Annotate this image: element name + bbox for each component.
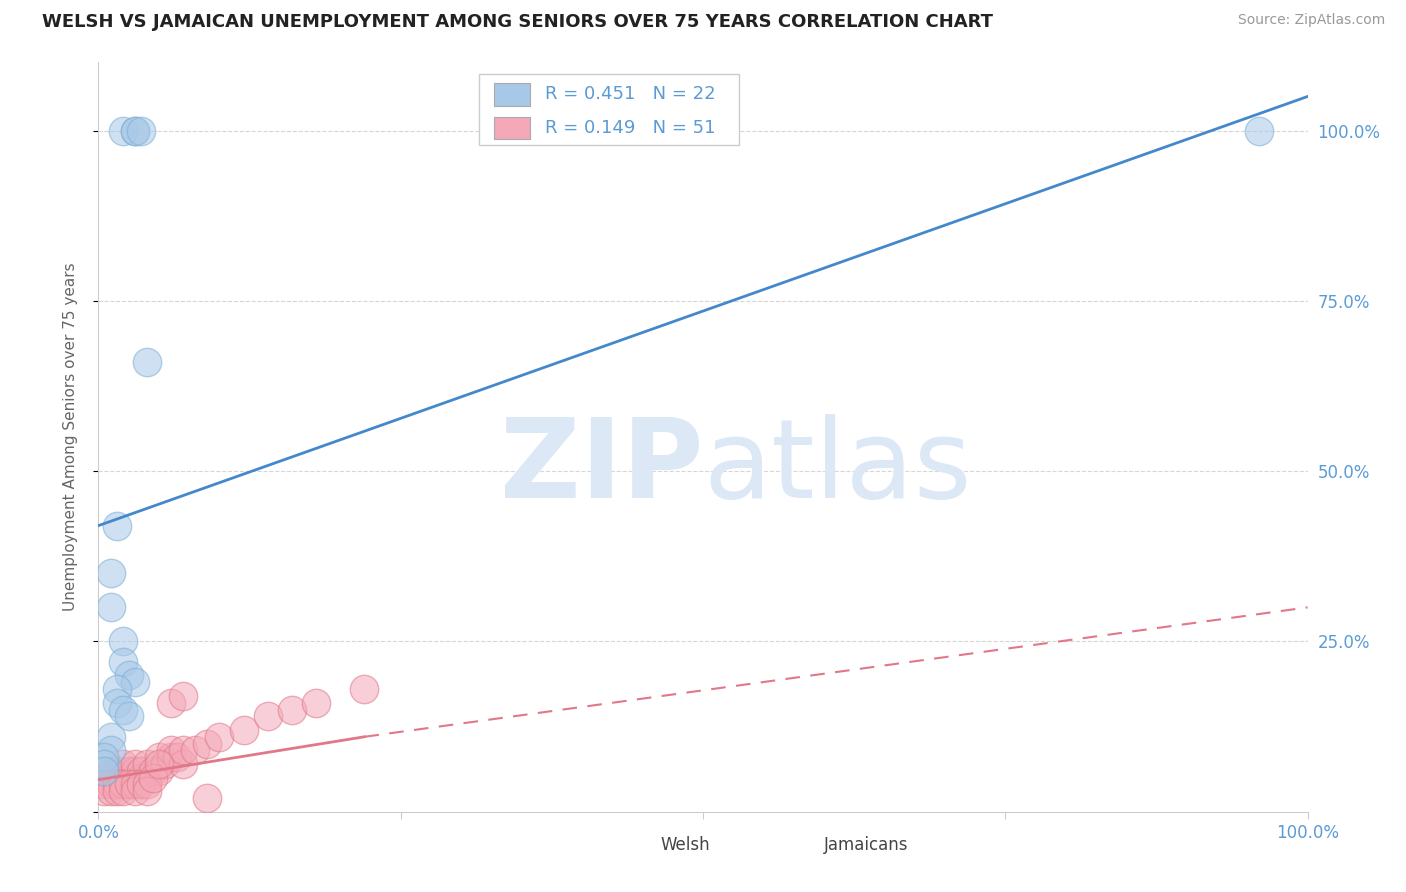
Point xyxy=(124,123,146,137)
Point xyxy=(135,355,157,369)
Point xyxy=(208,730,231,744)
Point xyxy=(166,750,188,764)
Point xyxy=(111,123,134,137)
Point xyxy=(160,696,183,710)
Text: R = 0.149   N = 51: R = 0.149 N = 51 xyxy=(544,119,716,137)
Point xyxy=(93,771,115,785)
Point xyxy=(305,696,328,710)
Point xyxy=(129,123,152,137)
Point xyxy=(105,784,128,798)
Point xyxy=(111,757,134,772)
Point xyxy=(111,784,134,798)
Text: ZIP: ZIP xyxy=(499,414,703,521)
Point xyxy=(256,709,278,723)
Text: Welsh: Welsh xyxy=(661,836,710,854)
Point xyxy=(93,757,115,772)
Point xyxy=(129,771,152,785)
Point xyxy=(100,743,122,757)
Point xyxy=(124,764,146,778)
Text: R = 0.451   N = 22: R = 0.451 N = 22 xyxy=(544,86,716,103)
Point xyxy=(172,689,194,703)
Point xyxy=(118,771,141,785)
Bar xyxy=(494,83,530,106)
Point xyxy=(118,668,141,682)
Point xyxy=(232,723,254,737)
Point xyxy=(124,777,146,791)
Point xyxy=(105,696,128,710)
Point xyxy=(1249,123,1271,137)
Point xyxy=(142,771,165,785)
Point xyxy=(129,777,152,791)
Point xyxy=(195,791,218,805)
Point xyxy=(148,750,170,764)
Point xyxy=(118,777,141,791)
Point xyxy=(160,743,183,757)
Point xyxy=(93,777,115,791)
Point xyxy=(100,730,122,744)
Point xyxy=(100,764,122,778)
Point xyxy=(135,771,157,785)
Point xyxy=(142,764,165,778)
Bar xyxy=(630,834,652,853)
Point xyxy=(124,757,146,772)
Point xyxy=(124,123,146,137)
Point xyxy=(105,777,128,791)
FancyBboxPatch shape xyxy=(479,74,740,145)
Point xyxy=(353,682,375,697)
Point xyxy=(184,743,207,757)
Text: Source: ZipAtlas.com: Source: ZipAtlas.com xyxy=(1237,13,1385,28)
Point xyxy=(100,566,122,581)
Point xyxy=(105,764,128,778)
Point xyxy=(111,702,134,716)
Point xyxy=(135,777,157,791)
Point xyxy=(93,764,115,778)
Point xyxy=(111,777,134,791)
Point xyxy=(135,757,157,772)
Point xyxy=(153,757,176,772)
Point xyxy=(281,702,304,716)
Point xyxy=(111,655,134,669)
Text: atlas: atlas xyxy=(703,414,972,521)
Point xyxy=(100,777,122,791)
Point xyxy=(105,682,128,697)
Text: WELSH VS JAMAICAN UNEMPLOYMENT AMONG SENIORS OVER 75 YEARS CORRELATION CHART: WELSH VS JAMAICAN UNEMPLOYMENT AMONG SEN… xyxy=(42,13,993,31)
Bar xyxy=(494,117,530,139)
Point xyxy=(135,784,157,798)
Y-axis label: Unemployment Among Seniors over 75 years: Unemployment Among Seniors over 75 years xyxy=(63,263,77,611)
Point xyxy=(124,675,146,690)
Point xyxy=(100,771,122,785)
Text: Jamaicans: Jamaicans xyxy=(824,836,908,854)
Point xyxy=(172,757,194,772)
Point xyxy=(93,784,115,798)
Point xyxy=(148,757,170,772)
Point xyxy=(160,750,183,764)
Point xyxy=(172,743,194,757)
Point xyxy=(124,784,146,798)
Point xyxy=(148,764,170,778)
Point xyxy=(100,784,122,798)
Point xyxy=(100,600,122,615)
Point xyxy=(105,518,128,533)
Point xyxy=(129,764,152,778)
Point xyxy=(118,764,141,778)
Point xyxy=(124,771,146,785)
Point xyxy=(118,709,141,723)
Point xyxy=(93,750,115,764)
Point xyxy=(195,737,218,751)
Point xyxy=(111,634,134,648)
Point xyxy=(111,771,134,785)
Bar xyxy=(793,834,815,853)
